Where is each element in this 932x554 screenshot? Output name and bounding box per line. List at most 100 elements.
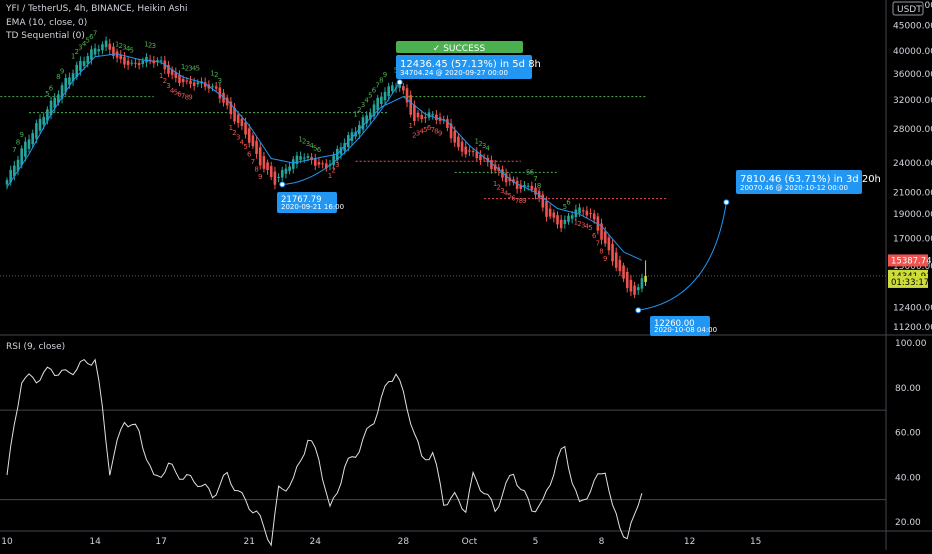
- symbol-legend[interactable]: YFI / TetherUS, 4h, BINANCE, Heikin Ashi: [6, 4, 188, 14]
- candle-body: [192, 82, 196, 87]
- ema-line: [6, 53, 643, 261]
- td-up-label: 2: [214, 71, 218, 79]
- time-tick-label: 5: [533, 537, 539, 547]
- candle-body: [97, 49, 101, 52]
- candle-body: [156, 60, 159, 62]
- candle-body: [339, 147, 343, 155]
- candle-body: [321, 163, 324, 165]
- candle-body: [310, 156, 313, 161]
- td-down-label: 4: [170, 87, 175, 95]
- candle-body: [361, 117, 365, 130]
- td-up-label: 4: [192, 65, 197, 73]
- candle-body: [218, 87, 222, 99]
- success-tag-box: [396, 41, 523, 53]
- candle-body: [130, 62, 134, 64]
- candle-body: [46, 109, 49, 121]
- candle-body: [490, 160, 493, 170]
- td-up-label: 2: [302, 138, 306, 146]
- candle-body: [625, 271, 629, 289]
- currency-badge-box: [892, 1, 924, 16]
- candle-body: [288, 166, 291, 172]
- rsi-line: [6, 358, 643, 547]
- candle-body: [541, 194, 545, 208]
- candle-body: [383, 91, 387, 101]
- td-up-label: 5: [86, 37, 90, 45]
- candle-body: [79, 60, 82, 71]
- candle-body: [548, 208, 552, 217]
- price-tick-label: 28000.00: [893, 125, 932, 135]
- candle-body: [145, 56, 148, 63]
- td-up-label: 4: [126, 45, 131, 53]
- td-legend[interactable]: TD Sequential (0): [6, 31, 85, 41]
- td-down-label: 5: [588, 224, 592, 232]
- td-up-label: 3: [188, 65, 192, 73]
- td-up-label: 8: [537, 182, 541, 190]
- candle-body: [420, 114, 424, 120]
- candle-body: [640, 278, 644, 289]
- td-up-label: 3: [218, 77, 222, 85]
- candle-body: [60, 85, 64, 99]
- candle-body: [618, 259, 622, 272]
- td-down-label: 9: [188, 93, 192, 101]
- candle-body: [255, 140, 258, 155]
- price-tick-label: 15000.00: [893, 262, 932, 272]
- td-down-label: 4: [504, 190, 509, 198]
- td-up-label: 3: [122, 44, 126, 52]
- td-down-label: 1: [574, 218, 578, 226]
- candle-body: [31, 133, 34, 145]
- candle-body: [402, 86, 405, 91]
- ema-legend[interactable]: EMA (10, close, 0): [6, 18, 88, 28]
- candle-body: [159, 60, 163, 62]
- td-up-label: 1: [298, 135, 302, 143]
- target-callout-line2: 20070.46 @ 2020-10-12 00:00: [740, 184, 848, 192]
- candle-body: [9, 169, 12, 183]
- candle-body: [589, 213, 592, 215]
- td-up-label: 2: [357, 106, 361, 114]
- candle-body: [475, 151, 479, 159]
- candle-body: [137, 63, 141, 65]
- candle-body: [365, 115, 368, 124]
- candle-body: [104, 40, 108, 48]
- candle-body: [38, 118, 42, 131]
- time-tick-label: Oct: [462, 537, 478, 547]
- candle-body: [563, 219, 567, 224]
- price-badge: 15387.74: [891, 256, 932, 266]
- rsi-tick-label: 20.00: [895, 518, 921, 528]
- td-down-label: 3: [416, 130, 420, 138]
- rsi-legend[interactable]: RSI (9, close): [6, 342, 66, 352]
- candle-body: [244, 122, 247, 135]
- candle-body: [592, 213, 596, 220]
- candle-body: [446, 119, 449, 129]
- td-up-label: 1: [71, 53, 75, 61]
- candle-body: [464, 146, 468, 155]
- candle-body: [479, 154, 482, 161]
- time-tick-label: 28: [398, 537, 410, 547]
- td-down-label: 9: [522, 197, 526, 205]
- candle-body: [526, 185, 530, 187]
- td-up-label: 4: [309, 142, 314, 150]
- td-up-label: 2: [119, 42, 123, 50]
- candle-body: [291, 159, 295, 169]
- candle-body: [556, 215, 559, 225]
- candle-body: [273, 171, 277, 185]
- candle-body: [203, 82, 207, 87]
- td-down-label: 8: [185, 93, 189, 101]
- candle-body: [504, 173, 508, 183]
- td-up-label: 8: [56, 73, 60, 81]
- td-up-label: 8: [379, 76, 383, 84]
- candle-body: [603, 231, 607, 244]
- success-tag: ✓ SUCCESS: [433, 44, 486, 54]
- candle-body: [350, 132, 354, 141]
- td-up-label: 5: [130, 46, 134, 54]
- candle-body: [211, 86, 214, 88]
- time-tick-label: 24: [310, 537, 322, 547]
- td-down-label: 8: [434, 128, 438, 136]
- price-tick-label: 21000.00: [893, 188, 932, 198]
- candle-body: [258, 147, 262, 166]
- candle-body: [501, 169, 504, 178]
- currency-badge: USDT: [897, 5, 922, 15]
